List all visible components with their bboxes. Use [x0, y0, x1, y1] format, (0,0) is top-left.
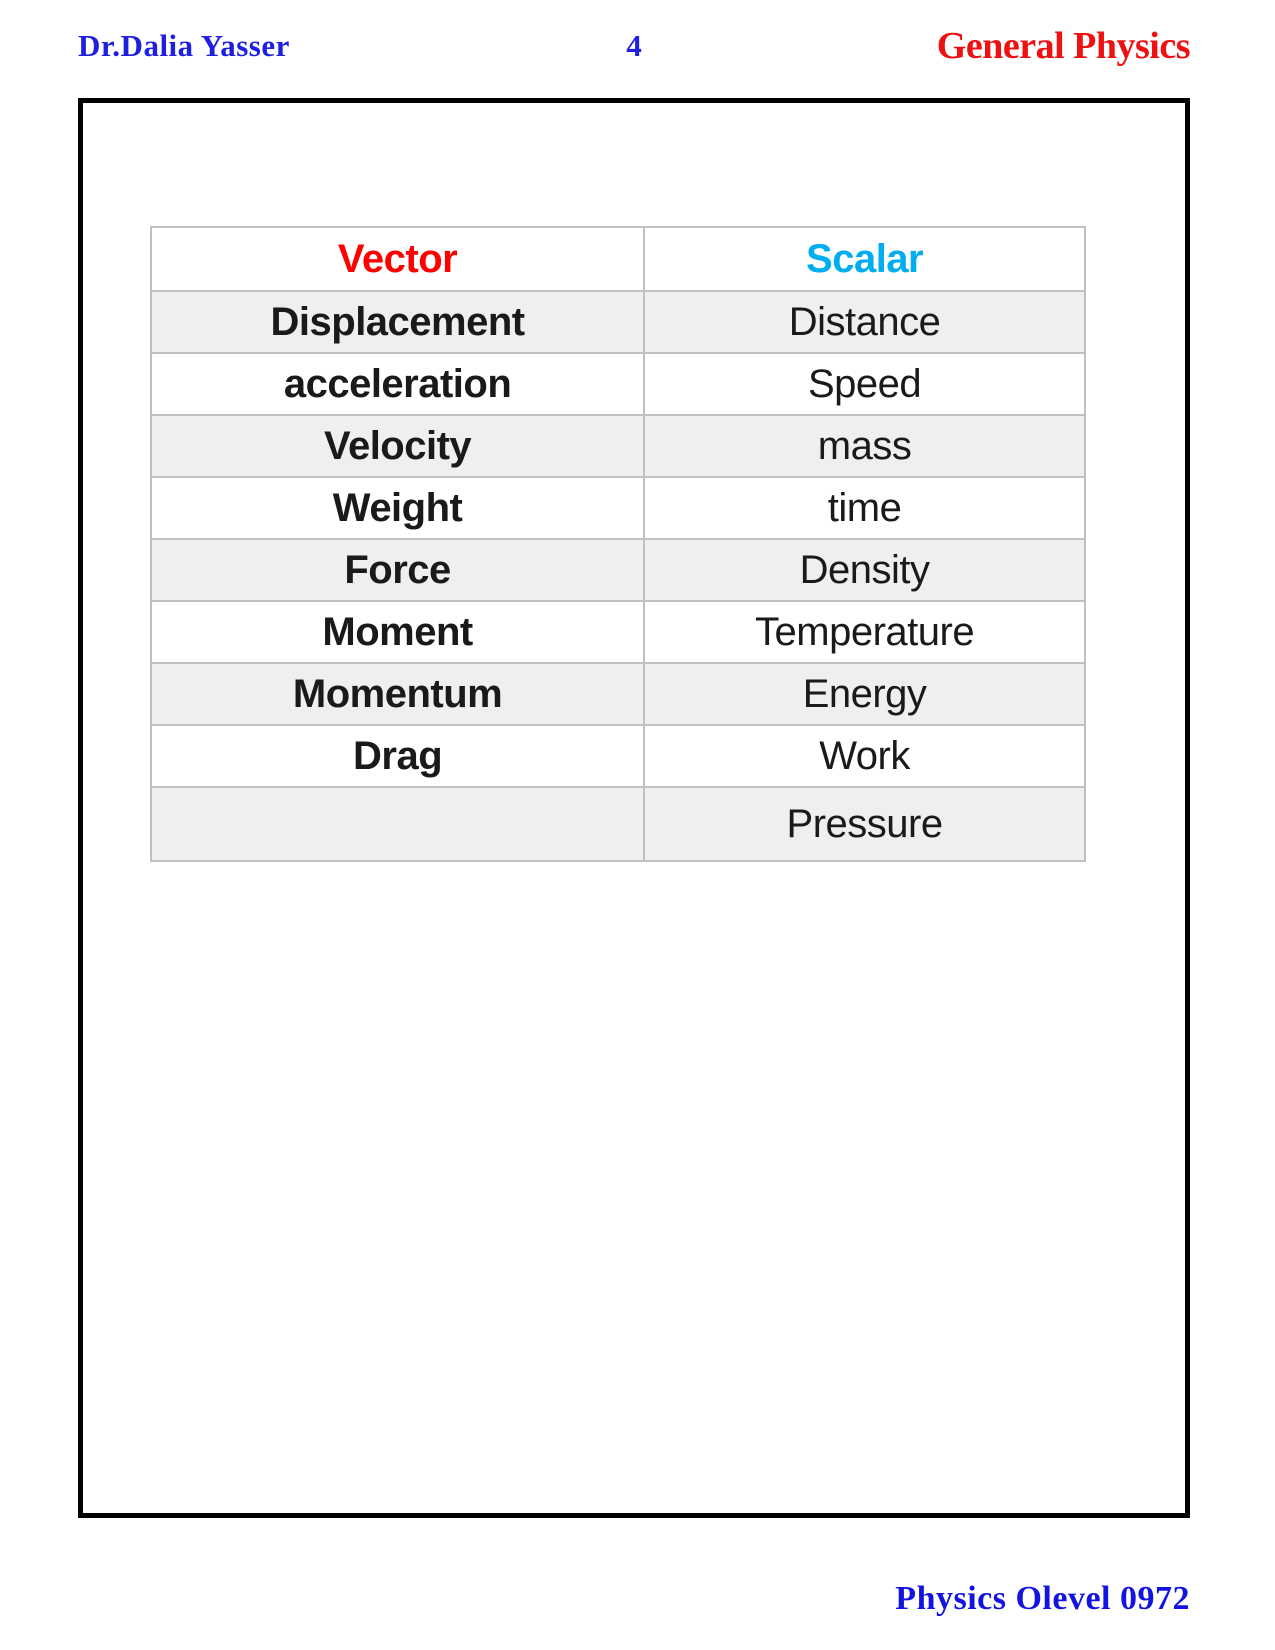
table-row: Pressure: [149, 786, 1086, 862]
scalar-cell: mass: [643, 414, 1086, 478]
scalar-cell: Energy: [643, 662, 1086, 726]
vector-cell: Displacement: [149, 290, 646, 354]
scalar-cell: Distance: [643, 290, 1086, 354]
table-row: Force Density: [149, 538, 1086, 602]
table-row: Drag Work: [149, 724, 1086, 788]
vector-scalar-table: Vector Scalar Displacement Distance acce…: [149, 226, 1086, 862]
footer-course-code: Physics Olevel 0972: [895, 1580, 1190, 1617]
table-header-row: Vector Scalar: [149, 226, 1086, 292]
table-row: Weight time: [149, 476, 1086, 540]
table-row: Momentum Energy: [149, 662, 1086, 726]
author-name: Dr.Dalia Yasser: [78, 28, 290, 63]
vector-cell: Weight: [149, 476, 646, 540]
scalar-cell: Temperature: [643, 600, 1086, 664]
scalar-cell: time: [643, 476, 1086, 540]
vector-cell: Moment: [149, 600, 646, 664]
table-row: Velocity mass: [149, 414, 1086, 478]
vector-cell: Drag: [149, 724, 646, 788]
vector-column-header: Vector: [149, 226, 646, 292]
scalar-cell: Work: [643, 724, 1086, 788]
page-number: 4: [626, 28, 642, 63]
scalar-cell: Density: [643, 538, 1086, 602]
page-header: Dr.Dalia Yasser 4 General Physics: [78, 24, 1191, 72]
document-title: General Physics: [936, 25, 1191, 67]
scalar-cell: Pressure: [643, 786, 1086, 862]
table-row: Displacement Distance: [149, 290, 1086, 354]
content-box: Vector Scalar Displacement Distance acce…: [78, 98, 1190, 1518]
vector-cell-empty: [149, 786, 646, 862]
vector-cell: acceleration: [149, 352, 646, 416]
scalar-cell: Speed: [643, 352, 1086, 416]
vector-cell: Velocity: [149, 414, 646, 478]
vector-cell: Momentum: [149, 662, 646, 726]
table-row: acceleration Speed: [149, 352, 1086, 416]
scalar-column-header: Scalar: [643, 226, 1086, 292]
vector-cell: Force: [149, 538, 646, 602]
table-row: Moment Temperature: [149, 600, 1086, 664]
